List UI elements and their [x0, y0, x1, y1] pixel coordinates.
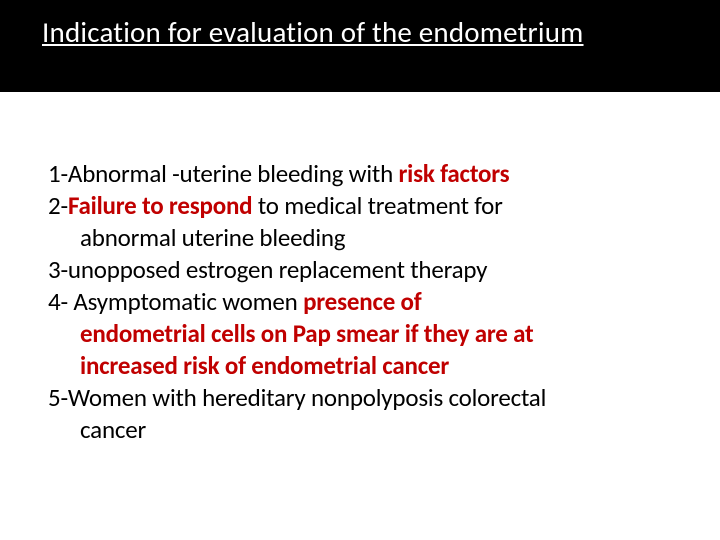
- item-4-text: 4- Asymptomatic women: [48, 286, 303, 317]
- title-bar: Indication for evaluation of the endomet…: [0, 0, 720, 92]
- item-4-emphasis-1: presence of: [303, 286, 421, 317]
- item-4-line3: increased risk of endometrial cancer: [48, 350, 668, 382]
- slide-title: Indication for evaluation of the endomet…: [42, 14, 584, 50]
- slide: Indication for evaluation of the endomet…: [0, 0, 720, 540]
- item-2-line2: abnormal uterine bleeding: [48, 222, 668, 254]
- item-4-line2: endometrial cells on Pap smear if they a…: [48, 318, 668, 350]
- item-5-line2: cancer: [48, 414, 668, 446]
- item-2-emphasis: Failure to respond: [68, 190, 252, 221]
- content-body: 1-Abnormal -uterine bleeding with risk f…: [48, 158, 668, 446]
- item-2-prefix: 2-: [48, 190, 68, 221]
- item-2-line1: 2-Failure to respond to medical treatmen…: [48, 190, 668, 222]
- item-4-line1: 4- Asymptomatic women presence of: [48, 286, 668, 318]
- item-2-suffix: to medical treatment for: [252, 190, 502, 221]
- item-5-line1: 5-Women with hereditary nonpolyposis col…: [48, 382, 668, 414]
- item-1-emphasis: risk factors: [398, 158, 509, 189]
- item-3: 3-unopposed estrogen replacement therapy: [48, 254, 668, 286]
- item-1-text: 1-Abnormal -uterine bleeding with: [48, 158, 398, 189]
- item-1: 1-Abnormal -uterine bleeding with risk f…: [48, 158, 668, 190]
